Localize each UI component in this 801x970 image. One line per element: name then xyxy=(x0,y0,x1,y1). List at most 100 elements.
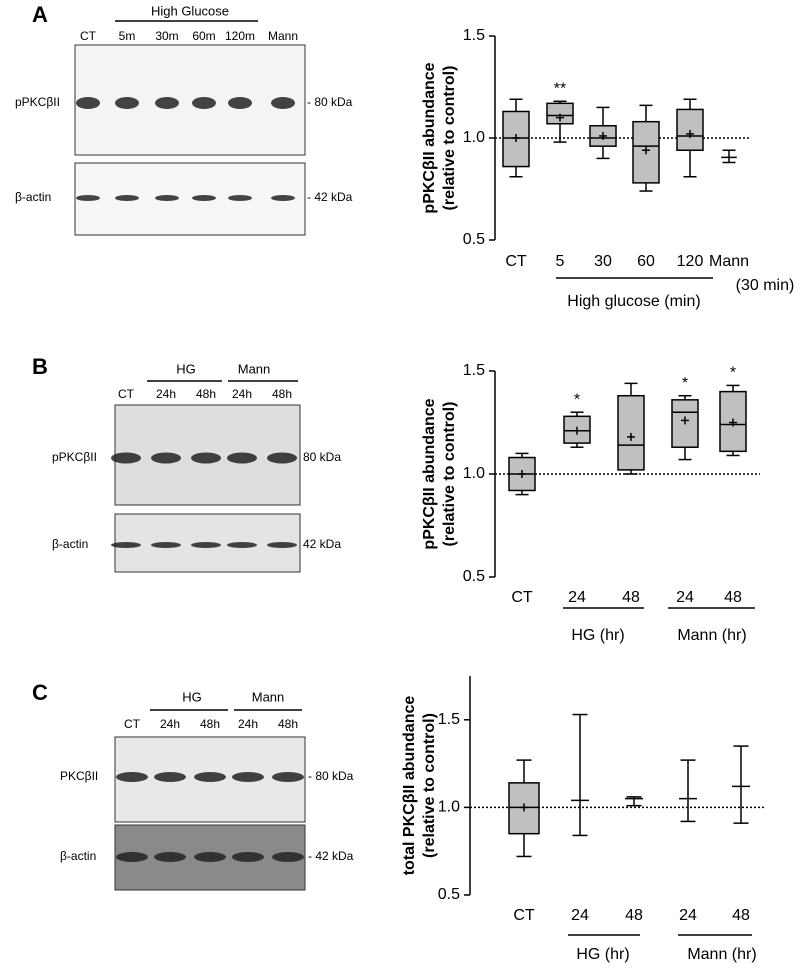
band xyxy=(154,852,186,862)
panel-letter: C xyxy=(32,680,48,705)
band xyxy=(151,452,181,464)
lane-label: 24h xyxy=(156,387,176,401)
y-axis-title: pPKCβII abundance xyxy=(421,398,438,549)
band xyxy=(194,772,226,782)
significance: ** xyxy=(554,80,566,97)
y-axis-title: pPKCβII abundance xyxy=(421,62,438,213)
box xyxy=(546,102,574,125)
x-tick-label: 24 xyxy=(568,589,586,606)
significance: * xyxy=(682,375,688,392)
group-label: High glucose (min) xyxy=(567,293,700,310)
y-tick-label: 1.5 xyxy=(438,711,460,728)
blot-header: Mann xyxy=(252,689,285,704)
band xyxy=(115,97,139,109)
y-tick-label: 1.0 xyxy=(463,129,485,146)
band xyxy=(267,542,297,548)
band xyxy=(228,97,252,109)
lane-label: 30m xyxy=(155,29,178,43)
row-label: β-actin xyxy=(15,190,51,204)
lane-label: 24h xyxy=(238,717,258,731)
size-marker: 80 kDa xyxy=(303,450,341,464)
size-marker: - 80 kDa xyxy=(308,769,354,783)
lane-label: 48h xyxy=(196,387,216,401)
x-tick-label: 30 xyxy=(594,253,612,270)
significance: * xyxy=(730,365,736,382)
lane-label: CT xyxy=(80,29,97,43)
size-marker: - 42 kDa xyxy=(307,190,353,204)
x-tick-label: CT xyxy=(513,907,535,924)
lane-label: 48h xyxy=(278,717,298,731)
row-label: pPKCβII xyxy=(52,450,97,464)
lane-label: 5m xyxy=(119,29,136,43)
blot-header: High Glucose xyxy=(151,3,229,18)
band xyxy=(151,542,181,548)
panel-letter: B xyxy=(32,354,48,379)
blot-image xyxy=(74,44,306,156)
band xyxy=(76,195,100,201)
lane-label: 48h xyxy=(200,717,220,731)
band xyxy=(227,452,257,464)
x-tick-label: 48 xyxy=(732,907,750,924)
y-axis-title: (relative to control) xyxy=(441,66,458,211)
blot-header: Mann xyxy=(238,361,271,376)
band xyxy=(228,195,252,201)
lane-label: 120m xyxy=(225,29,255,43)
group-label: Mann (hr) xyxy=(687,946,756,963)
group-label: Mann (hr) xyxy=(677,627,746,644)
band xyxy=(154,772,186,782)
y-tick-label: 1.0 xyxy=(438,799,460,816)
band xyxy=(192,97,216,109)
row-label: β-actin xyxy=(52,537,88,551)
band xyxy=(232,852,264,862)
box xyxy=(676,108,704,151)
band xyxy=(271,97,295,109)
x-tick-label: 60 xyxy=(637,253,655,270)
band xyxy=(191,542,221,548)
band xyxy=(192,195,216,201)
row-label: pPKCβII xyxy=(15,95,60,109)
panel-letter: A xyxy=(32,2,48,27)
band xyxy=(116,852,148,862)
x-tick-label: CT xyxy=(511,589,533,606)
x-tick-label: 48 xyxy=(724,589,742,606)
size-marker: - 42 kDa xyxy=(308,849,354,863)
band xyxy=(227,542,257,548)
lane-label: CT xyxy=(124,717,141,731)
band xyxy=(194,852,226,862)
band xyxy=(272,852,304,862)
y-axis-title: total PKCβII abundance xyxy=(401,696,418,876)
x-tick-label: 120 xyxy=(677,253,704,270)
box xyxy=(617,394,645,471)
group-label: HG (hr) xyxy=(571,627,624,644)
x-tick-label: 24 xyxy=(676,589,694,606)
y-tick-label: 1.0 xyxy=(463,465,485,482)
x-tick-label: 48 xyxy=(625,907,643,924)
row-label: β-actin xyxy=(60,849,96,863)
significance: * xyxy=(574,391,580,408)
x-tick-label: CT xyxy=(505,253,527,270)
y-tick-label: 0.5 xyxy=(463,568,485,585)
band xyxy=(191,452,221,464)
lane-label: Mann xyxy=(268,29,298,43)
x-tick-label: 5 xyxy=(556,253,565,270)
lane-label: 60m xyxy=(192,29,215,43)
row-label: PKCβII xyxy=(60,769,98,783)
band xyxy=(155,195,179,201)
y-axis-title: (relative to control) xyxy=(421,713,438,858)
band xyxy=(111,452,141,464)
y-axis-title: (relative to control) xyxy=(441,402,458,547)
lane-label: 24h xyxy=(160,717,180,731)
y-tick-label: 0.5 xyxy=(438,886,460,903)
band xyxy=(272,772,304,782)
y-tick-label: 0.5 xyxy=(463,231,485,248)
x-tick-label: 24 xyxy=(571,907,589,924)
size-marker: - 80 kDa xyxy=(307,95,353,109)
note: (30 min) xyxy=(736,277,795,294)
blot-header: HG xyxy=(176,361,196,376)
x-tick-label: 24 xyxy=(679,907,697,924)
band xyxy=(271,195,295,201)
group-label: HG (hr) xyxy=(576,946,629,963)
blot-header: HG xyxy=(182,689,202,704)
